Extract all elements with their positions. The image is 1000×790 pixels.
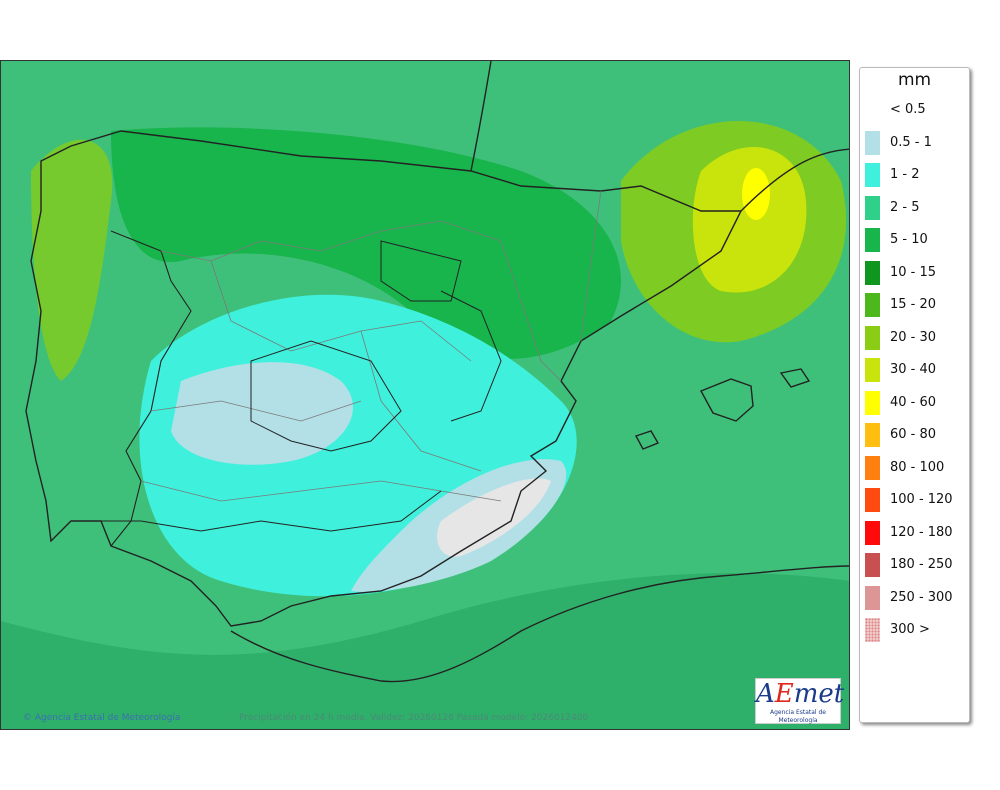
legend-label: 10 - 15 xyxy=(890,264,937,280)
legend-label: 15 - 20 xyxy=(890,297,937,312)
legend-label: 5 - 10 xyxy=(890,232,928,247)
legend-label: 300 > xyxy=(890,622,930,637)
credit-text: © Agencia Estatal de Meteorología xyxy=(23,713,181,723)
legend-item: 2 - 5 xyxy=(865,195,965,220)
legend-item: 1 - 2 xyxy=(865,163,965,187)
max-precip-spot xyxy=(742,168,770,220)
northeast-wet-core xyxy=(692,147,807,293)
legend-item: 180 - 250 xyxy=(865,553,965,577)
legend-label: 80 - 100 xyxy=(890,459,945,475)
legend-swatch xyxy=(865,195,880,220)
legend-swatch xyxy=(865,228,880,252)
ibiza xyxy=(634,430,660,450)
legend-item: 300 > xyxy=(865,618,965,642)
legend-swatch xyxy=(865,585,880,610)
legend-swatch xyxy=(865,618,880,642)
legend-item: 40 - 60 xyxy=(865,390,965,415)
legend-unit: mm xyxy=(897,70,932,90)
mallorca xyxy=(700,378,754,422)
legend-swatch xyxy=(865,455,880,480)
legend-swatch xyxy=(865,553,880,577)
north-band xyxy=(111,127,621,359)
legend-swatch xyxy=(865,423,880,447)
legend-item: 120 - 180 xyxy=(865,520,965,545)
portugal-border xyxy=(110,230,192,547)
legend-label: 100 - 120 xyxy=(890,492,953,507)
southeast-dry xyxy=(437,478,551,557)
legend-label: 30 - 40 xyxy=(890,362,937,377)
community-borders xyxy=(101,240,502,532)
south-sea-band xyxy=(1,573,849,729)
france-coast xyxy=(470,61,849,212)
map-canvas xyxy=(1,61,849,729)
legend-swatch xyxy=(865,488,880,512)
model-info-text: Precipitación en 24 h media. Validez: 20… xyxy=(239,713,589,723)
legend-label: 2 - 5 xyxy=(890,199,920,215)
inland-very-low xyxy=(171,362,353,465)
legend-label: 1 - 2 xyxy=(890,167,920,182)
legend-label: 0.5 - 1 xyxy=(890,134,932,150)
legend-swatch xyxy=(865,520,880,545)
northwest-wet-area xyxy=(31,139,113,381)
legend-item: 0.5 - 1 xyxy=(865,130,965,155)
legend-item: 20 - 30 xyxy=(865,325,965,350)
legend-label: 120 - 180 xyxy=(890,524,953,540)
legend-swatch xyxy=(865,260,880,285)
legend-swatch xyxy=(865,358,880,382)
coastline xyxy=(25,61,849,683)
legend-label: 250 - 300 xyxy=(890,589,953,605)
legend-item: 250 - 300 xyxy=(865,585,965,610)
regional-borders xyxy=(140,190,602,502)
legend-item: 5 - 10 xyxy=(865,228,965,252)
legend-label: 60 - 80 xyxy=(890,427,937,442)
menorca xyxy=(779,368,811,388)
legend-item: 80 - 100 xyxy=(865,455,965,480)
legend-swatch xyxy=(865,390,880,415)
legend-item: 10 - 15 xyxy=(865,260,965,285)
legend-swatch xyxy=(865,325,880,350)
precipitation-legend: mm < 0.5 0.5 - 1 1 - 2 2 - 5 5 - 10 10 - 15 15… xyxy=(859,67,970,723)
aemet-logo: AEmet Agencia Estatal de Meteorología xyxy=(755,678,845,724)
legend-item: 60 - 80 xyxy=(865,423,965,447)
legend-label: < 0.5 xyxy=(890,102,926,117)
legend-item: 100 - 120 xyxy=(865,488,965,512)
legend-item: 30 - 40 xyxy=(865,358,965,382)
africa-coast xyxy=(230,565,849,683)
legend-item: 15 - 20 xyxy=(865,293,965,317)
legend-swatch xyxy=(865,163,880,187)
legend-swatch xyxy=(865,98,880,122)
iberia-coast xyxy=(25,130,743,627)
legend-label: 20 - 30 xyxy=(890,329,937,345)
legend-item: < 0.5 xyxy=(865,98,965,122)
legend-label: 180 - 250 xyxy=(890,557,953,572)
legend-swatch xyxy=(865,130,880,155)
legend-label: 40 - 60 xyxy=(890,394,937,410)
logo-subtitle: Agencia Estatal de Meteorología xyxy=(769,709,826,724)
legend-swatch xyxy=(865,293,880,317)
precipitation-map: © Agencia Estatal de Meteorología Precip… xyxy=(0,60,850,730)
